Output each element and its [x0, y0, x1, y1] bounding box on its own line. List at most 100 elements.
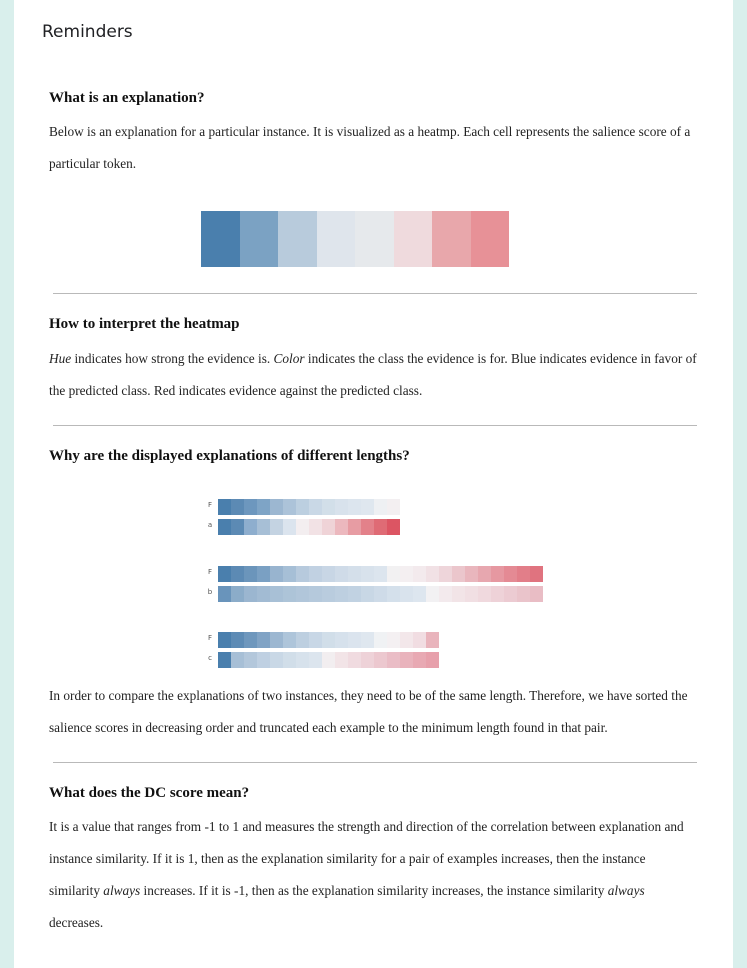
section-heading-interpret: How to interpret the heatmap: [49, 316, 240, 332]
salience-cell: [452, 586, 465, 602]
salience-cell: [374, 499, 387, 515]
salience-cell: [348, 632, 361, 648]
salience-cell: [309, 499, 322, 515]
always-term: always: [607, 883, 645, 898]
row-label: c: [208, 654, 212, 662]
salience-cell: [335, 632, 348, 648]
salience-cell: [257, 499, 270, 515]
color-term: Color: [273, 351, 305, 366]
salience-cell: [400, 586, 413, 602]
salience-cell: [296, 652, 309, 668]
salience-cell: [322, 499, 335, 515]
divider: [53, 425, 697, 426]
salience-cell: [244, 632, 257, 648]
salience-cell: [322, 652, 335, 668]
salience-cell: [257, 566, 270, 582]
hue-term: Hue: [49, 351, 72, 366]
salience-cell: [283, 499, 296, 515]
salience-cell: [348, 519, 361, 535]
salience-cell: [231, 632, 244, 648]
salience-cell: [374, 632, 387, 648]
salience-cell: [244, 566, 257, 582]
salience-cell: [426, 632, 439, 648]
row-cells: [218, 632, 439, 648]
row-label: F: [207, 501, 213, 509]
salience-cell: [309, 566, 322, 582]
salience-cell: [335, 586, 348, 602]
salience-cell: [244, 519, 257, 535]
salience-cell: [439, 586, 452, 602]
salience-cell: [270, 499, 283, 515]
salience-cell: [218, 519, 231, 535]
salience-cell: [413, 652, 426, 668]
salience-cell: [426, 652, 439, 668]
salience-cell: [257, 652, 270, 668]
salience-cell: [231, 566, 244, 582]
salience-cell: [257, 632, 270, 648]
salience-cell: [218, 632, 231, 648]
salience-cell: [491, 566, 504, 582]
salience-cell: [218, 499, 231, 515]
salience-cell: [387, 632, 400, 648]
salience-cell: [270, 566, 283, 582]
salience-cell: [478, 566, 491, 582]
salience-cell: [387, 566, 400, 582]
salience-cell: [348, 499, 361, 515]
salience-cell: [335, 652, 348, 668]
salience-cell: [283, 586, 296, 602]
row-cells: [218, 519, 400, 535]
salience-cell: [296, 586, 309, 602]
salience-cell: [231, 586, 244, 602]
row-cells: [218, 566, 543, 582]
row-cells: [218, 586, 543, 602]
section-body-explanation: Below is an explanation for a particular…: [49, 124, 691, 171]
salience-cell: [400, 566, 413, 582]
salience-cell: [504, 566, 517, 582]
row-label: b: [207, 588, 213, 596]
text-span: increases. If it is -1, then as the expl…: [140, 883, 608, 898]
salience-cell: [231, 652, 244, 668]
salience-cell: [413, 566, 426, 582]
salience-cell: [296, 499, 309, 515]
heatmap-cell: [432, 211, 471, 267]
section-heading-explanation: What is an explanation?: [49, 90, 205, 106]
always-term: always: [103, 883, 141, 898]
row-cells: [218, 652, 439, 668]
salience-cell: [218, 652, 231, 668]
salience-cell: [374, 566, 387, 582]
example-heatmap: [201, 211, 509, 267]
heatmap-cell: [316, 211, 355, 267]
salience-cell: [335, 499, 348, 515]
salience-cell: [309, 652, 322, 668]
salience-cell: [517, 566, 530, 582]
salience-cell: [322, 632, 335, 648]
salience-cell: [218, 586, 231, 602]
salience-cell: [270, 586, 283, 602]
salience-cell: [361, 586, 374, 602]
salience-cell: [283, 519, 296, 535]
salience-cell: [309, 519, 322, 535]
salience-cell: [387, 652, 400, 668]
salience-cell: [426, 566, 439, 582]
heatmap-cell: [393, 211, 432, 267]
row-cells: [218, 499, 400, 515]
salience-cell: [296, 519, 309, 535]
salience-cell: [387, 586, 400, 602]
salience-cell: [283, 566, 296, 582]
section-heading-lengths: Why are the displayed explanations of di…: [49, 448, 410, 464]
section-body-interpret: Hue indicates how strong the evidence is…: [49, 343, 699, 407]
salience-cell: [400, 632, 413, 648]
heatmap-cell: [201, 211, 240, 267]
section-body-lengths: In order to compare the explanations of …: [49, 688, 688, 735]
salience-cell: [296, 632, 309, 648]
salience-cell: [465, 566, 478, 582]
section-body-dc-score: It is a value that ranges from -1 to 1 a…: [49, 811, 699, 939]
salience-cell: [452, 566, 465, 582]
text-span: indicates how strong the evidence is.: [71, 351, 274, 366]
salience-cell: [374, 652, 387, 668]
salience-cell: [387, 519, 400, 535]
salience-cell: [348, 586, 361, 602]
salience-cell: [530, 566, 543, 582]
salience-cell: [361, 499, 374, 515]
salience-cell: [335, 566, 348, 582]
